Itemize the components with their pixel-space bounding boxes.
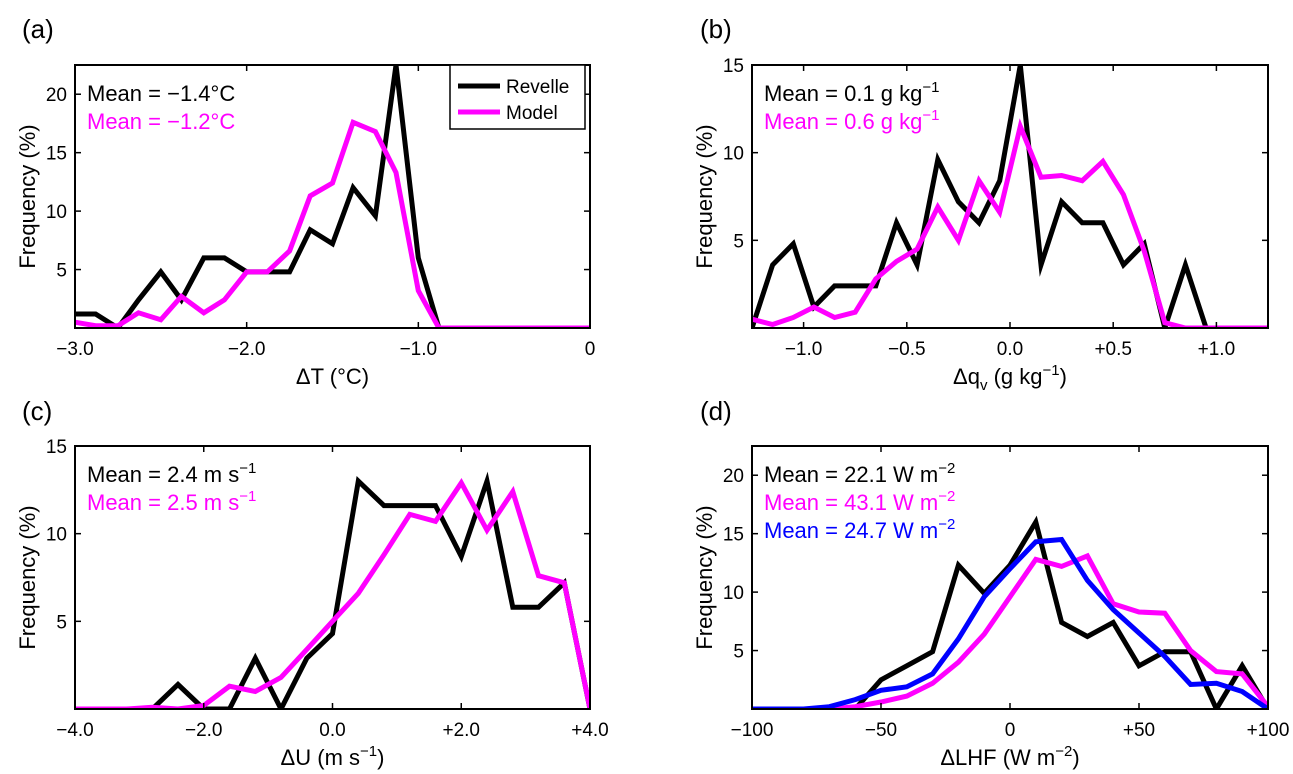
x-axis-label: ΔLHF (W m−2) — [940, 743, 1079, 770]
legend-box — [449, 64, 586, 130]
mean-annotation: Mean = 22.1 W m−2 — [764, 460, 955, 487]
y-axis-label: Frequency (%) — [15, 124, 40, 268]
x-axis-label-part: −1 — [360, 743, 377, 760]
x-tick-label: +0.5 — [1094, 339, 1132, 360]
x-tick-label: −2.0 — [228, 339, 266, 360]
mean-annotation: Mean = 43.1 W m−2 — [764, 488, 955, 515]
mean-annotation-part: Mean = 24.7 W m — [764, 518, 938, 543]
x-tick-label: −0.5 — [888, 339, 926, 360]
legend-label-revelle: Revelle — [506, 77, 569, 98]
x-tick-label: −100 — [731, 720, 774, 741]
x-tick-label: 0 — [585, 339, 596, 360]
mean-annotation: Mean = −1.2°C — [87, 109, 235, 134]
series-3-line — [752, 536, 1268, 709]
y-axis-label: Frequency (%) — [692, 124, 717, 268]
x-tick-label: +1.0 — [1198, 339, 1236, 360]
panel-b: −1.0 −0.5 0.0 +0.5 +1.0 5 10 15 Frequency (%) Δqv… — [692, 14, 1269, 394]
y-tick-label: 5 — [733, 642, 744, 663]
mean-annotation: Mean = 2.4 m s−1 — [87, 460, 256, 487]
axes-box — [74, 64, 591, 329]
mean-annotation-part: Mean = 22.1 W m — [764, 462, 938, 487]
panel-label: (d) — [700, 396, 732, 426]
x-tick-label: +50 — [1123, 720, 1155, 741]
x-axis-label-part: −2 — [1055, 743, 1072, 760]
mean-annotation-part: −2 — [938, 488, 955, 505]
x-axis-label-part: ΔU (m s — [281, 745, 360, 770]
y-tick-label: 20 — [46, 85, 67, 106]
x-axis-label-part: ) — [1072, 745, 1079, 770]
x-axis-label-part: −1 — [1043, 362, 1060, 379]
model-line — [752, 118, 1268, 328]
x-tick-label: −2.0 — [185, 720, 223, 741]
panel-label: (a) — [22, 14, 54, 44]
y-axis-label: Frequency (%) — [15, 505, 40, 649]
mean-annotation: Mean = −1.4°C — [87, 81, 235, 106]
y-tick-label: 5 — [56, 261, 67, 282]
x-tick-label: 0.0 — [997, 339, 1023, 360]
y-tick-label: 10 — [46, 202, 67, 223]
x-axis-label-part: ΔT (°C) — [296, 364, 369, 389]
mean-annotation: Mean = 0.1 g kg−1 — [764, 79, 940, 106]
y-tick-label: 20 — [723, 466, 744, 487]
panel-label: (b) — [700, 14, 732, 44]
x-axis-label: ΔU (m s−1) — [281, 743, 385, 770]
x-axis-label-part: v — [980, 377, 988, 394]
x-axis-label-part: ) — [1060, 364, 1067, 389]
mean-annotation-part: −1 — [239, 488, 256, 505]
panel-label: (c) — [22, 396, 52, 426]
y-tick-label: 15 — [723, 525, 744, 546]
y-axis-label: Frequency (%) — [692, 505, 717, 649]
y-tick-label: 10 — [723, 583, 744, 604]
series-group — [752, 515, 1268, 709]
revelle-line — [75, 65, 590, 328]
x-tick-label: 0 — [1005, 720, 1016, 741]
mean-annotation-part: −1 — [239, 460, 256, 477]
x-tick-label: +4.0 — [571, 720, 609, 741]
y-tick-label: 5 — [733, 231, 744, 252]
x-tick-label: −3.0 — [56, 339, 94, 360]
y-tick-label: 15 — [46, 144, 67, 165]
series-group — [75, 471, 590, 709]
y-tick-label: 5 — [56, 612, 67, 633]
mean-annotation-part: −1 — [922, 107, 939, 124]
x-tick-label: −1.0 — [400, 339, 438, 360]
mean-annotation-part: Mean = 2.4 m s — [87, 462, 239, 487]
x-axis-label-part: Δq — [953, 364, 980, 389]
panel-c: −4.0 −2.0 0.0 +2.0 +4.0 5 10 15 Frequency (%) ΔU … — [15, 396, 609, 770]
mean-annotation-part: −2 — [938, 516, 955, 533]
mean-annotation-part: Mean = 43.1 W m — [764, 490, 938, 515]
y-tick-label: 10 — [723, 144, 744, 165]
mean-annotation: Mean = 24.7 W m−2 — [764, 516, 955, 543]
mean-annotation: Mean = 2.5 m s−1 — [87, 488, 256, 515]
y-tick-label: 10 — [46, 525, 67, 546]
panel-d: −100 −50 0 +50 +100 5 10 15 20 Frequency (%) ΔLHF … — [692, 396, 1289, 770]
x-tick-label: 0.0 — [319, 720, 345, 741]
y-tick-label: 15 — [723, 56, 744, 77]
x-axis-label-part: ) — [377, 745, 384, 770]
mean-annotation-part: Mean = 2.5 m s — [87, 490, 239, 515]
mean-annotation: Mean = 0.6 g kg−1 — [764, 107, 940, 134]
x-axis-label: ΔT (°C) — [296, 364, 369, 389]
x-tick-label: +100 — [1247, 720, 1290, 741]
mean-annotation-part: −1 — [922, 79, 939, 96]
x-axis-label-part: ΔLHF (W m — [940, 745, 1055, 770]
revelle-line — [75, 471, 590, 709]
model-line — [75, 477, 590, 709]
x-axis-label-part: (g kg — [987, 364, 1042, 389]
mean-annotation-part: −2 — [938, 460, 955, 477]
y-tick-label: 15 — [46, 437, 67, 458]
x-tick-label: −50 — [865, 720, 897, 741]
revelle-line — [752, 65, 1268, 328]
x-tick-label: −1.0 — [785, 339, 823, 360]
mean-annotation-part: Mean = 0.6 g kg — [764, 109, 922, 134]
legend-label-model: Model — [506, 103, 558, 124]
panel-a: −3.0 −2.0 −1.0 0 5 10 15 20 Frequency (%) ΔT (°C)… — [15, 14, 595, 389]
x-tick-label: +2.0 — [442, 720, 480, 741]
series-group — [75, 65, 590, 328]
mean-annotation-part: Mean = 0.1 g kg — [764, 81, 922, 106]
x-axis-label: Δqv (g kg−1) — [953, 362, 1067, 394]
x-tick-label: −4.0 — [56, 720, 94, 741]
model-line — [75, 118, 590, 328]
